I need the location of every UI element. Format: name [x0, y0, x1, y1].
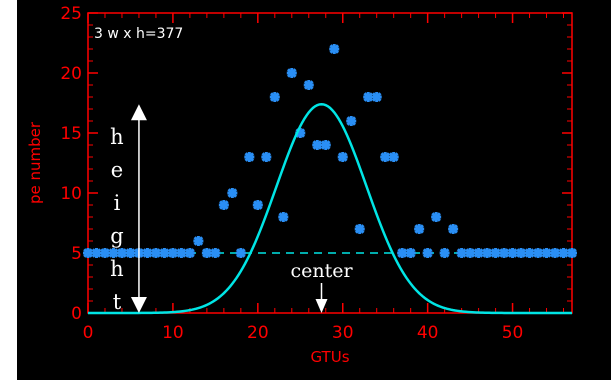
data-point — [499, 248, 510, 258]
data-point — [482, 248, 493, 258]
y-tick-label: 15 — [60, 124, 82, 144]
data-point — [490, 248, 501, 258]
data-point — [108, 248, 119, 258]
data-point — [142, 248, 153, 258]
center-arrow — [315, 283, 328, 313]
data-point — [210, 248, 221, 258]
data-point — [397, 248, 408, 258]
data-point — [201, 248, 212, 258]
data-point — [261, 152, 272, 162]
data-point — [252, 200, 263, 210]
data-point — [371, 92, 382, 102]
x-tick-label: 20 — [247, 323, 269, 343]
data-point — [320, 140, 331, 150]
data-point — [405, 248, 416, 258]
data-point — [465, 248, 476, 258]
data-point — [337, 152, 348, 162]
y-axis-tick-labels: 0 5 10 15 20 25 — [60, 4, 82, 324]
y-tick-label: 25 — [60, 4, 82, 24]
data-point — [167, 248, 178, 258]
chart-background — [17, 0, 611, 380]
data-point — [116, 248, 127, 258]
height-arrow — [130, 104, 147, 313]
data-point — [558, 248, 569, 258]
data-point — [184, 248, 195, 258]
x-tick-label: 0 — [83, 323, 94, 343]
data-point — [227, 188, 238, 198]
data-point — [346, 116, 357, 126]
data-point — [278, 212, 289, 222]
data-point — [269, 92, 280, 102]
x-tick-label: 40 — [417, 323, 439, 343]
height-arrow-top-head — [130, 104, 147, 121]
data-point — [193, 236, 204, 246]
data-point — [244, 152, 255, 162]
data-point — [533, 248, 544, 258]
data-point — [431, 212, 442, 222]
gaussian-fit-curve — [88, 102, 572, 315]
x-axis-label: GTUs — [310, 348, 349, 366]
data-point — [329, 44, 340, 54]
data-point — [99, 248, 110, 258]
center-label: center — [290, 260, 353, 282]
data-point — [439, 248, 450, 258]
data-point — [83, 248, 93, 258]
height-letter: i — [114, 191, 121, 215]
height-letter: h — [110, 257, 124, 281]
annotation-text: 3 w x h=377 — [94, 26, 183, 42]
y-tick-label: 0 — [71, 304, 82, 324]
center-arrow-head — [315, 299, 328, 313]
data-point — [380, 152, 391, 162]
y-tick-label: 10 — [60, 184, 82, 204]
height-letter: e — [111, 158, 123, 182]
data-point — [541, 248, 552, 258]
data-point — [456, 248, 467, 258]
data-point — [516, 248, 527, 258]
data-point — [176, 248, 187, 258]
x-tick-label: 50 — [502, 323, 524, 343]
data-point — [354, 224, 365, 234]
height-letter: t — [113, 290, 122, 314]
height-letter: h — [110, 125, 124, 149]
data-point — [473, 248, 484, 258]
data-point — [303, 80, 314, 90]
data-point — [414, 224, 425, 234]
y-tick-label: 20 — [60, 64, 82, 84]
height-arrow-bottom-head — [130, 297, 147, 313]
data-point — [422, 248, 433, 258]
y-axis-label: pe number — [26, 121, 44, 204]
data-point — [159, 248, 170, 258]
data-point — [363, 92, 374, 102]
data-point — [388, 152, 399, 162]
data-point — [218, 200, 229, 210]
data-point — [125, 248, 136, 258]
data-point — [91, 248, 102, 258]
data-point — [286, 68, 297, 78]
data-point — [507, 248, 518, 258]
x-tick-label: 30 — [332, 323, 354, 343]
data-point — [312, 140, 323, 150]
x-tick-label: 10 — [162, 323, 184, 343]
scatter-points — [83, 44, 577, 258]
plot-frame — [87, 12, 573, 314]
y-tick-label: 5 — [71, 244, 82, 264]
data-point — [448, 224, 459, 234]
data-point — [524, 248, 535, 258]
data-point — [567, 248, 577, 258]
x-axis-tick-labels: 0 10 20 30 40 50 — [83, 323, 524, 343]
data-point — [150, 248, 161, 258]
data-point — [235, 248, 246, 258]
height-letter: g — [110, 224, 123, 248]
data-point — [550, 248, 561, 258]
